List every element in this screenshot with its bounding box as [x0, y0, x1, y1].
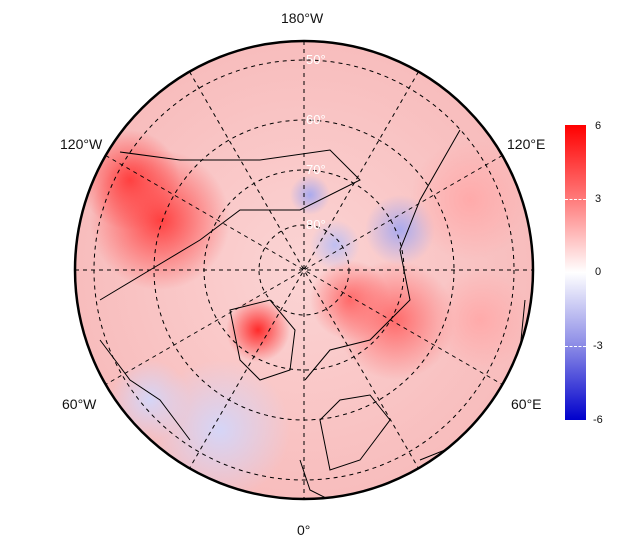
lon-label-60w: 60°W — [62, 396, 97, 412]
colorbar-tick-0: 0 — [595, 266, 602, 278]
coastline — [99, 339, 191, 441]
lon-label-60e: 60°E — [511, 396, 542, 412]
coastline — [99, 149, 361, 301]
latitude-label-60: 60° — [306, 112, 326, 127]
colorbar-tick-neg3: -3 — [593, 340, 603, 352]
coastline — [304, 129, 461, 381]
colorbar-tick-3: 3 — [595, 193, 602, 205]
latitude-labels: 50° 60° 70° 80° — [306, 52, 326, 232]
anomaly-region-east-siberian-sea — [290, 175, 330, 215]
coastline — [229, 299, 296, 381]
lon-label-0: 0° — [297, 522, 311, 538]
colorbar — [565, 125, 586, 420]
anomaly-region-barents-kara — [310, 260, 390, 340]
latitude-label-70: 70° — [306, 162, 326, 177]
colorbar-tick-mark-3 — [565, 199, 586, 200]
latitude-label-50: 50° — [306, 52, 326, 67]
anomaly-region-north-atlantic — [110, 360, 190, 440]
colorbar-tick-6: 6 — [595, 120, 602, 132]
anomaly-region-eurasia-interior — [410, 140, 530, 260]
latitude-label-80: 80° — [306, 217, 326, 232]
anomaly-region-greenland-west — [226, 298, 290, 362]
map-boundary — [73, 39, 535, 501]
lon-label-180w: 180°W — [281, 10, 324, 26]
colorbar-tick-mark-neg3 — [565, 346, 586, 347]
lon-label-120e: 120°E — [507, 136, 546, 152]
anomaly-region-north-pole-pacific-side — [310, 220, 360, 270]
anomaly-region-eurasia-interior — [430, 270, 530, 370]
coastline — [299, 459, 331, 499]
colorbar-tick-neg6: -6 — [593, 414, 603, 426]
lon-label-120w: 120°W — [60, 136, 103, 152]
coastline — [319, 394, 391, 471]
